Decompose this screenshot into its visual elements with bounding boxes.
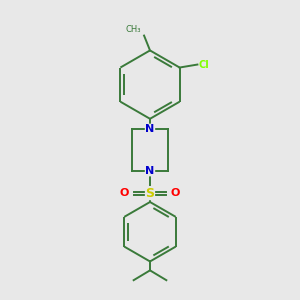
Text: N: N [146,124,154,134]
Text: O: O [120,188,129,198]
Text: S: S [146,187,154,200]
Text: N: N [146,166,154,176]
Text: Cl: Cl [199,59,210,70]
Text: O: O [171,188,180,198]
Text: CH₃: CH₃ [126,25,141,34]
